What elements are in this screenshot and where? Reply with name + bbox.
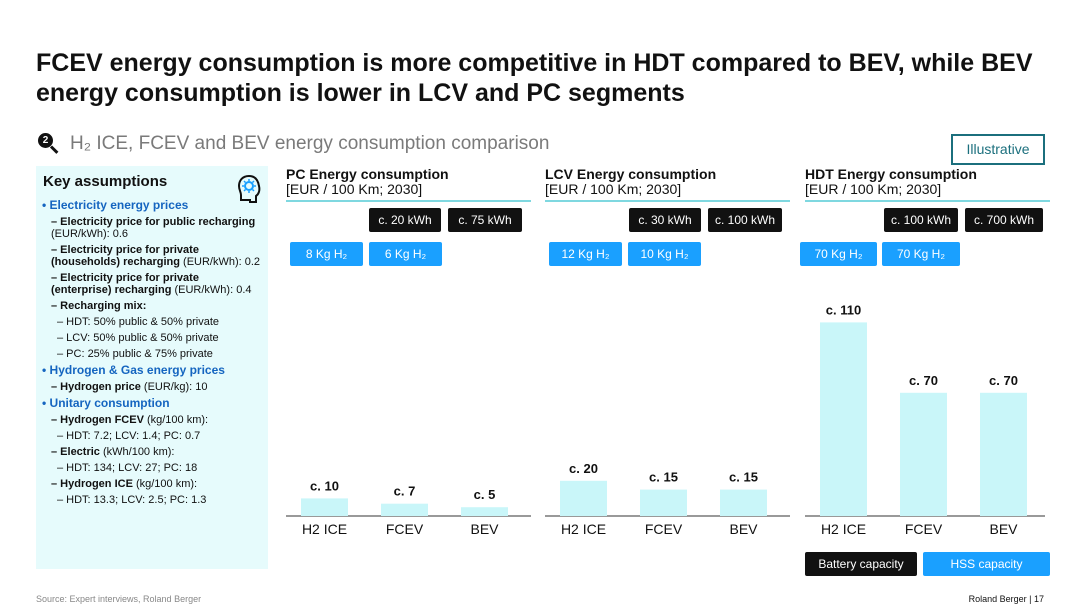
- hdt-bar-bev: [980, 392, 1027, 516]
- pc-bar-bev: [461, 507, 508, 516]
- assumption-line: Electricity energy prices: [42, 198, 262, 212]
- hdt-data-label: c. 70: [989, 373, 1018, 388]
- lcv-chart-unit: [EUR / 100 Km; 2030]: [545, 182, 790, 202]
- hdt-category-label: BEV: [989, 521, 1018, 537]
- hdt-chart-unit: [EUR / 100 Km; 2030]: [805, 182, 1050, 202]
- page-title: FCEV energy consumption is more competit…: [36, 49, 1033, 107]
- lcv-bar-bev: [720, 489, 767, 516]
- pc-hss-tag-h2ice: 8 Kg H₂: [290, 242, 363, 266]
- lcv-battery-tag-fcev: c. 30 kWh: [629, 208, 701, 232]
- footer-brand: Roland Berger | 17: [968, 594, 1044, 604]
- illustrative-badge: Illustrative: [951, 134, 1045, 165]
- assumption-line: – HDT: 7.2; LCV: 1.4; PC: 0.7: [57, 430, 201, 442]
- assumption-line: – Hydrogen ICE (kg/100 km):: [51, 478, 198, 490]
- pc-bar-fcev: [381, 503, 428, 516]
- lcv-data-label: c. 15: [729, 470, 758, 485]
- hdt-category-label: H2 ICE: [821, 521, 866, 537]
- pc-battery-tag-fcev: c. 20 kWh: [369, 208, 441, 232]
- pc-data-label: c. 5: [474, 487, 496, 502]
- lcv-hss-tag-fcev: 10 Kg H₂: [628, 242, 701, 266]
- lcv-battery-tag-bev: c. 100 kWh: [708, 208, 782, 232]
- key-assumptions-title: Key assumptions: [43, 173, 168, 190]
- hdt-chart-title: HDT Energy consumption: [805, 166, 977, 182]
- key-assumptions-panel: Key assumptions Electricity energy price…: [36, 166, 268, 569]
- assumption-line: – Electric (kWh/100 km):: [51, 446, 175, 458]
- pc-chart-title: PC Energy consumption: [286, 166, 449, 182]
- pc-category-label: BEV: [470, 521, 499, 537]
- pc-category-label: H2 ICE: [302, 521, 347, 537]
- assumption-line: – HDT: 13.3; LCV: 2.5; PC: 1.3: [57, 494, 207, 506]
- hdt-hss-tag-h2ice: 70 Kg H₂: [800, 242, 877, 266]
- lcv-hss-tag-h2ice: 12 Kg H₂: [549, 242, 622, 266]
- assumption-line: – Recharging mix:: [51, 300, 147, 312]
- assumption-line: – PC: 25% public & 75% private: [57, 348, 213, 360]
- pc-hss-tag-fcev: 6 Kg H₂: [369, 242, 442, 266]
- legend-hss-capacity: HSS capacity: [923, 552, 1050, 576]
- hdt-category-label: FCEV: [905, 521, 943, 537]
- pc-bar-h2-ice: [301, 498, 348, 516]
- hdt-bar-h2-ice: [820, 322, 867, 516]
- assumption-line: Hydrogen & Gas energy prices: [42, 363, 262, 377]
- assumption-line: – Hydrogen FCEV (kg/100 km):: [51, 414, 209, 426]
- pc-data-label: c. 10: [310, 478, 339, 493]
- assumption-line: Unitary consumption: [42, 396, 262, 410]
- hdt-bar-fcev: [900, 392, 947, 516]
- hdt-data-label: c. 110: [826, 302, 861, 317]
- key-assumptions-list: Electricity energy prices – Electricity p…: [42, 195, 262, 506]
- assumption-line: – Electricity price for public rechargin…: [51, 216, 256, 240]
- section-subtitle-text: H₂ ICE, FCEV and BEV energy consumption …: [70, 133, 550, 154]
- pc-chart-unit: [EUR / 100 Km; 2030]: [286, 182, 531, 202]
- lcv-data-label: c. 15: [649, 470, 678, 485]
- assumption-line: – Electricity price for private (enterpr…: [51, 272, 252, 296]
- lcv-bar-h2-ice: [560, 480, 607, 516]
- pc-battery-tag-bev: c. 75 kWh: [448, 208, 522, 232]
- lcv-chart-header: LCV Energy consumption [EUR / 100 Km; 20…: [545, 167, 790, 202]
- section-number: 2: [38, 133, 53, 148]
- magnifier-number-icon: 2: [38, 133, 62, 155]
- pc-category-label: FCEV: [386, 521, 424, 537]
- lcv-category-label: FCEV: [645, 521, 683, 537]
- hdt-battery-tag-fcev: c. 100 kWh: [884, 208, 958, 232]
- lcv-category-label: H2 ICE: [561, 521, 606, 537]
- lcv-chart-title: LCV Energy consumption: [545, 166, 717, 182]
- footer-source: Source: Expert interviews, Roland Berger: [36, 594, 202, 604]
- hdt-hss-tag-fcev: 70 Kg H₂: [882, 242, 960, 266]
- hdt-chart-header: HDT Energy consumption [EUR / 100 Km; 20…: [805, 167, 1050, 202]
- pc-chart-header: PC Energy consumption [EUR / 100 Km; 203…: [286, 167, 531, 202]
- section-subtitle: 2 H₂ ICE, FCEV and BEV energy consumptio…: [38, 133, 549, 155]
- assumption-line: – HDT: 50% public & 50% private: [57, 316, 220, 328]
- lcv-data-label: c. 20: [569, 461, 598, 476]
- hdt-data-label: c. 70: [909, 373, 938, 388]
- lcv-category-label: BEV: [729, 521, 758, 537]
- assumption-line: – HDT: 134; LCV: 27; PC: 18: [57, 462, 198, 474]
- lcv-bar-fcev: [640, 489, 687, 516]
- pc-data-label: c. 7: [394, 484, 416, 499]
- legend-battery-capacity: Battery capacity: [805, 552, 917, 576]
- hdt-battery-tag-bev: c. 700 kWh: [965, 208, 1043, 232]
- assumption-line: – LCV: 50% public & 50% private: [57, 332, 219, 344]
- assumption-line: – Electricity price for private (househo…: [51, 244, 261, 268]
- assumption-line: – Hydrogen price (EUR/kg): 10: [51, 381, 208, 393]
